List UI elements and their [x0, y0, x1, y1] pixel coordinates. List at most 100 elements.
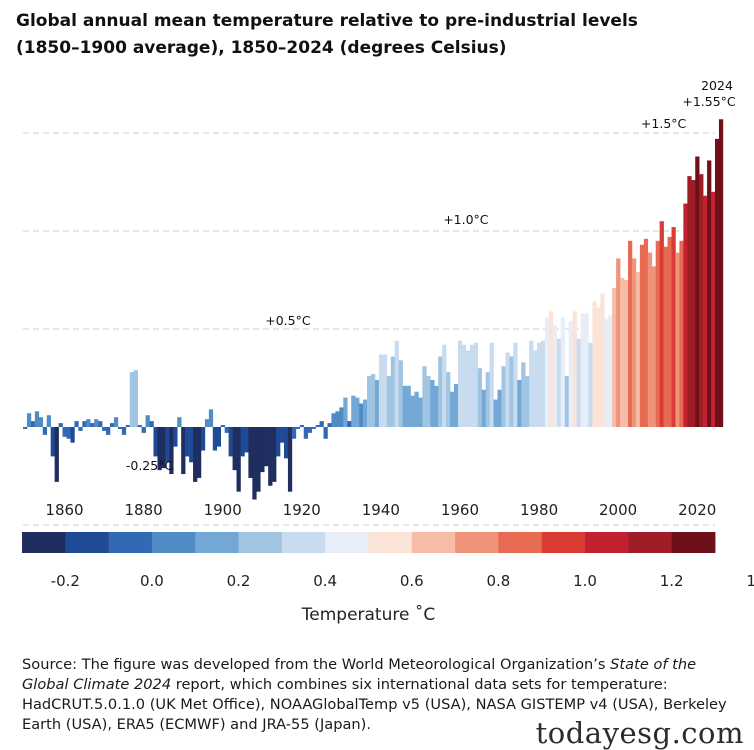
x-axis-ticks: 1860 1880 1900 1920 1940 1960 1980 2000 2020	[45, 501, 716, 519]
bar-1981	[541, 340, 546, 427]
bar-1869	[98, 421, 103, 427]
bar-1972	[505, 352, 510, 427]
legend-label-6: 1.0	[573, 572, 597, 590]
x-tick-label-1980: 1980	[520, 501, 558, 519]
legend-swatch-3	[151, 532, 196, 553]
bar-1931	[343, 397, 348, 427]
bar-1853	[34, 411, 40, 427]
legend-swatch-12	[541, 532, 586, 553]
bar-1850	[23, 427, 28, 429]
bar-2023	[707, 160, 712, 427]
bar-2013	[667, 236, 672, 427]
bar-1954	[434, 385, 439, 427]
bar-1955	[438, 356, 443, 427]
watermark-text: todayesg.com	[535, 716, 744, 750]
x-tick-label-1960: 1960	[441, 501, 479, 519]
bar-1958	[450, 391, 455, 427]
legend-label-1: 0.0	[140, 572, 164, 590]
x-tick-label-1920: 1920	[283, 501, 321, 519]
bar-1890	[181, 427, 186, 475]
bar-1854	[38, 417, 44, 427]
bar-1963	[469, 344, 475, 427]
source-note: Source: The figure was developed from th…	[22, 655, 742, 735]
annotation-5: -0.25°C	[126, 458, 174, 473]
bar-1932	[347, 421, 352, 427]
bar-1920	[299, 425, 305, 427]
bar-1953	[430, 379, 435, 427]
bar-2011	[659, 221, 664, 427]
bar-1966	[481, 389, 486, 427]
bar-1923	[311, 427, 316, 429]
x-tick-label-1900: 1900	[204, 501, 242, 519]
bar-1914	[276, 427, 281, 457]
bar-2018	[687, 176, 692, 427]
bar-1880	[141, 427, 146, 433]
bar-2021	[699, 174, 704, 427]
bar-2020	[695, 156, 700, 427]
bar-1937	[367, 376, 372, 427]
bar-1998	[608, 315, 613, 427]
bar-1864	[78, 427, 83, 431]
x-tick-label-1880: 1880	[125, 501, 163, 519]
bar-1960	[457, 340, 463, 427]
bar-1881	[145, 415, 150, 427]
bar-1933	[351, 395, 356, 427]
legend-label-8: 1.4	[746, 572, 754, 590]
bar-1903	[232, 427, 237, 471]
bar-2025	[715, 138, 720, 427]
bar-1861	[66, 427, 71, 439]
bar-1906	[244, 427, 249, 453]
x-tick-label-2000: 2000	[599, 501, 637, 519]
bar-1986	[560, 317, 566, 427]
legend-swatch-14	[628, 532, 673, 553]
bar-2010	[655, 240, 660, 427]
bar-1876	[125, 425, 131, 427]
bar-2001	[620, 278, 625, 427]
bar-1851	[26, 413, 32, 427]
bar-1941	[382, 354, 388, 427]
annotations: 2024+1.55°C +1.5°C +1.0°C +0.5°C -0.25°C	[126, 78, 736, 473]
bars	[23, 119, 724, 500]
bar-1995	[596, 307, 601, 427]
bar-1952	[426, 376, 431, 427]
bar-1991	[580, 313, 585, 427]
bar-1862	[70, 427, 75, 443]
bar-1999	[612, 287, 617, 427]
bar-1905	[240, 427, 245, 457]
bar-1983	[548, 311, 554, 427]
bar-1967	[485, 372, 490, 427]
bar-1927	[327, 423, 332, 427]
bar-1885	[161, 427, 166, 469]
source-prefix: Source: The figure was developed from th…	[22, 656, 611, 673]
bar-1993	[588, 342, 593, 427]
bar-1992	[584, 313, 589, 427]
bar-1969	[493, 399, 498, 427]
bar-1980	[537, 342, 542, 427]
bar-1874	[117, 427, 123, 429]
bar-1947	[406, 385, 411, 427]
bar-1970	[497, 389, 502, 427]
bar-1904	[236, 427, 241, 492]
bar-1907	[248, 427, 253, 478]
bar-2005	[635, 272, 641, 427]
x-tick-label-1860: 1860	[45, 501, 83, 519]
bar-1928	[331, 413, 336, 427]
bar-1949	[414, 391, 419, 427]
bar-1887	[169, 427, 174, 475]
bar-1945	[398, 360, 403, 427]
legend-swatch-9	[411, 532, 456, 553]
bar-1915	[280, 427, 285, 443]
bar-1873	[113, 417, 119, 427]
bar-1917	[287, 427, 293, 492]
annotation-4: +0.5°C	[265, 313, 311, 328]
bar-1909	[256, 427, 261, 492]
bar-1911	[264, 427, 269, 467]
bar-1856	[46, 415, 51, 427]
bar-2006	[639, 244, 645, 427]
bar-1951	[422, 366, 427, 427]
bar-1990	[576, 338, 581, 427]
legend-label-5: 0.8	[487, 572, 511, 590]
legend-swatch-10	[455, 532, 499, 553]
bar-1943	[390, 356, 395, 427]
x-tick-label-2020: 2020	[678, 501, 716, 519]
